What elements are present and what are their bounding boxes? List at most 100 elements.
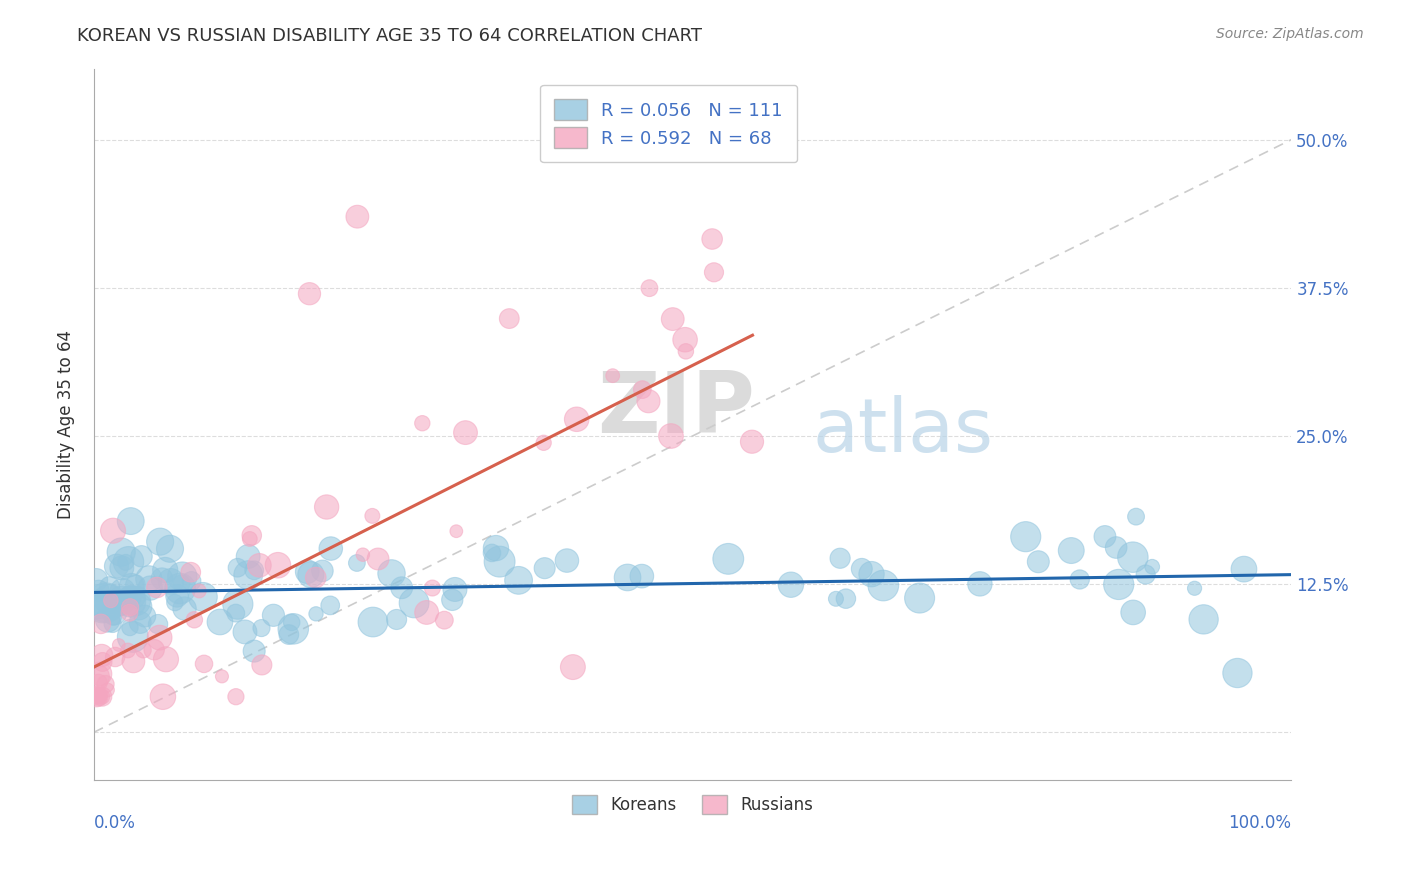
- Point: [98, 579, 121, 593]
- Point: [1069, 573, 1091, 587]
- Point: [361, 615, 384, 629]
- Point: [243, 563, 266, 577]
- Point: [100, 593, 122, 607]
- Point: [91, 655, 114, 669]
- Point: [239, 532, 262, 546]
- Point: [243, 644, 266, 658]
- Point: [240, 528, 263, 542]
- Point: [149, 534, 172, 549]
- Point: [305, 607, 328, 621]
- Point: [124, 591, 146, 605]
- Point: [188, 584, 211, 599]
- Point: [153, 563, 176, 577]
- Point: [555, 553, 578, 567]
- Point: [208, 615, 231, 629]
- Point: [134, 609, 156, 624]
- Point: [86, 670, 108, 684]
- Point: [124, 577, 146, 591]
- Point: [441, 592, 464, 607]
- Point: [1233, 562, 1256, 576]
- Point: [422, 581, 444, 595]
- Point: [127, 599, 149, 614]
- Point: [87, 583, 110, 598]
- Point: [96, 683, 118, 698]
- Point: [299, 567, 322, 582]
- Point: [872, 578, 894, 592]
- Point: [404, 596, 426, 610]
- Point: [86, 690, 108, 704]
- Point: [283, 622, 305, 636]
- Point: [488, 555, 510, 569]
- Point: [166, 589, 188, 603]
- Point: [236, 549, 259, 564]
- Point: [160, 574, 183, 589]
- Point: [121, 578, 143, 592]
- Point: [675, 344, 697, 359]
- Point: [233, 624, 256, 639]
- Point: [741, 434, 763, 449]
- Text: KOREAN VS RUSSIAN DISABILITY AGE 35 TO 64 CORRELATION CHART: KOREAN VS RUSSIAN DISABILITY AGE 35 TO 6…: [77, 27, 703, 45]
- Point: [89, 690, 111, 704]
- Point: [159, 541, 181, 556]
- Point: [249, 558, 271, 573]
- Point: [659, 429, 682, 443]
- Point: [118, 606, 141, 620]
- Point: [91, 690, 114, 704]
- Point: [94, 677, 117, 691]
- Point: [89, 666, 111, 681]
- Point: [101, 524, 124, 538]
- Point: [661, 312, 683, 326]
- Point: [703, 265, 725, 279]
- Point: [120, 600, 142, 615]
- Point: [146, 617, 169, 632]
- Point: [87, 598, 110, 612]
- Point: [533, 561, 555, 575]
- Point: [444, 582, 467, 597]
- Point: [561, 660, 583, 674]
- Point: [1026, 555, 1049, 569]
- Point: [122, 654, 145, 668]
- Point: [86, 690, 108, 704]
- Point: [498, 311, 520, 326]
- Text: atlas: atlas: [813, 395, 994, 467]
- Point: [908, 591, 931, 605]
- Point: [110, 545, 132, 559]
- Point: [1122, 550, 1144, 565]
- Point: [385, 612, 408, 626]
- Point: [118, 590, 141, 604]
- Point: [172, 569, 194, 583]
- Point: [86, 573, 108, 587]
- Point: [193, 657, 215, 671]
- Point: [104, 650, 127, 665]
- Point: [87, 599, 110, 613]
- Point: [97, 613, 120, 627]
- Point: [280, 615, 302, 630]
- Point: [1184, 582, 1206, 596]
- Point: [835, 591, 858, 606]
- Point: [120, 595, 142, 609]
- Point: [226, 597, 249, 611]
- Point: [121, 630, 143, 644]
- Point: [87, 676, 110, 690]
- Point: [346, 556, 368, 570]
- Point: [311, 564, 333, 578]
- Point: [114, 555, 136, 569]
- Point: [117, 643, 139, 657]
- Point: [146, 581, 169, 595]
- Point: [454, 425, 477, 440]
- Point: [129, 615, 152, 630]
- Point: [138, 572, 160, 586]
- Point: [446, 524, 468, 539]
- Point: [631, 383, 654, 397]
- Point: [346, 210, 368, 224]
- Point: [565, 412, 588, 426]
- Point: [637, 394, 659, 409]
- Point: [851, 562, 873, 576]
- Point: [132, 643, 155, 657]
- Point: [111, 561, 134, 575]
- Point: [1140, 559, 1163, 574]
- Point: [173, 601, 195, 615]
- Point: [825, 591, 848, 606]
- Point: [94, 596, 117, 610]
- Point: [969, 577, 991, 591]
